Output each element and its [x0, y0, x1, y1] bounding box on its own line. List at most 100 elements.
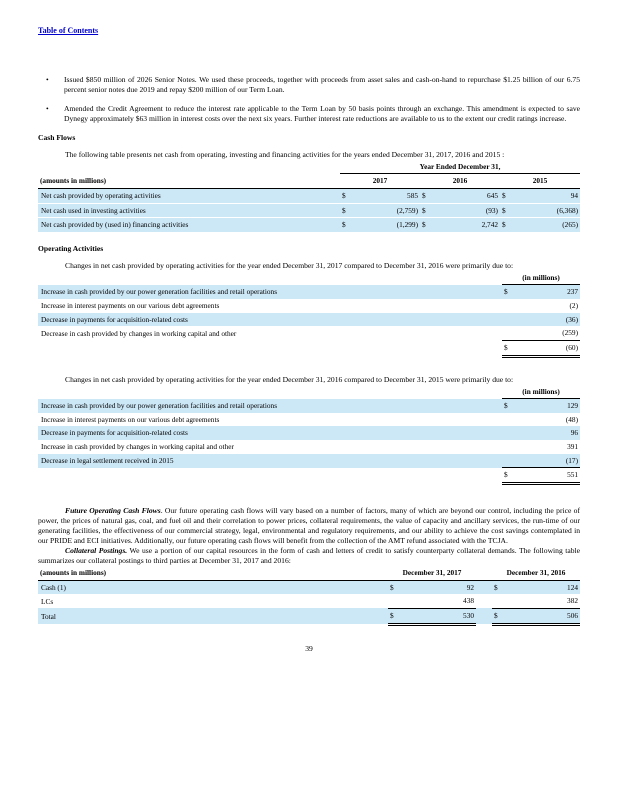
page-number: 39	[305, 643, 313, 653]
currency-symbol: $	[502, 398, 520, 413]
unit-label: (in millions)	[502, 270, 581, 286]
row-label: Net cash provided by (used in) financing…	[38, 217, 340, 232]
gap-cell	[476, 608, 492, 625]
row-label: Increase in interest payments on our var…	[41, 414, 220, 424]
empty-cell	[502, 413, 520, 427]
cash-flows-intro-paragraph: The following table presents net cash fr…	[65, 149, 505, 159]
value-cell: 645	[440, 188, 500, 204]
empty-cell	[38, 340, 502, 356]
changes-2017-table: (in millions) Increase in cash provided …	[38, 270, 581, 358]
table-row-cash: Cash (1) $ 92 $ 124	[38, 580, 580, 595]
row-label: Net cash provided by operating activitie…	[38, 188, 340, 204]
value-cell: 391	[567, 442, 579, 452]
empty-cell	[38, 468, 502, 484]
row-label: Decrease in legal settlement received in…	[38, 453, 502, 468]
year-column-header-2015: 2015	[500, 173, 581, 189]
row-label: Increase in cash provided by our power g…	[38, 284, 502, 300]
document-page: Table of Contents • Issued $850 million …	[38, 26, 581, 653]
value-cell: 237	[520, 284, 581, 300]
value-cell: 2,742	[440, 217, 500, 232]
empty-cell	[502, 326, 520, 340]
total-row: $ 551	[38, 467, 581, 485]
value-cell: (1,299)	[360, 217, 420, 232]
operating-activities-heading: Operating Activities	[38, 243, 104, 253]
empty-cell	[502, 440, 520, 454]
unit-label: (amounts in millions)	[38, 566, 388, 581]
currency-symbol: $	[340, 202, 360, 218]
total-row-label: Total	[38, 608, 388, 625]
value-cell: 438	[463, 596, 474, 606]
bullet-text-credit-agreement: Amended the Credit Agreement to reduce t…	[64, 103, 580, 123]
currency-symbol: $	[502, 467, 520, 485]
table-row-lcs: LCs 438 382	[38, 594, 580, 608]
empty-cell	[38, 160, 340, 174]
unit-label: (in millions)	[502, 384, 581, 400]
bullet-marker: •	[46, 103, 49, 113]
value-cell: 92	[404, 580, 476, 595]
year-column-header-2017: 2017	[340, 173, 420, 189]
value-cell: 382	[567, 596, 578, 606]
row-label: Cash (1)	[38, 580, 388, 595]
value-cell: (2)	[569, 301, 579, 311]
table-row: Decrease in cash provided by changes in …	[38, 326, 580, 340]
toc-link-row: Table of Contents	[38, 26, 580, 37]
total-value-cell: 530	[404, 607, 476, 626]
value-cell: (265)	[520, 217, 581, 232]
value-cell: 129	[520, 398, 581, 413]
value-cell: (36)	[520, 312, 581, 327]
table-row: Decrease in payments for acquisition-rel…	[38, 426, 581, 441]
value-cell: 96	[520, 426, 581, 441]
table-row-operating: Net cash provided by operating activitie…	[38, 188, 581, 204]
value-cell: 585	[360, 188, 420, 204]
table-row: Increase in interest payments on our var…	[38, 299, 580, 313]
row-label: Increase in cash provided by our power g…	[38, 398, 502, 413]
collateral-postings-lead: Collateral Postings.	[65, 546, 128, 555]
value-cell: (6,368)	[520, 202, 581, 218]
row-label: Increase in cash provided by changes in …	[41, 442, 234, 452]
row-label: Increase in interest payments on our var…	[41, 301, 220, 311]
empty-cell	[492, 594, 508, 608]
value-cell: (93)	[440, 202, 500, 218]
column-header-row: (amounts in millions) December 31, 2017 …	[38, 566, 580, 581]
table-row: Increase in cash provided by our power g…	[38, 284, 581, 300]
bullet-marker: •	[46, 74, 49, 84]
empty-cell	[502, 312, 520, 327]
bullet-item: • Issued $850 million of 2026 Senior Not…	[46, 75, 580, 95]
currency-symbol: $	[500, 202, 520, 218]
currency-symbol: $	[420, 217, 440, 232]
unit-label: (amounts in millions)	[38, 173, 340, 189]
table-row: Decrease in legal settlement received in…	[38, 453, 581, 468]
value-cell: (17)	[520, 453, 581, 468]
changes-2016-paragraph: Changes in net cash provided by operatin…	[65, 374, 514, 384]
future-cash-flows-text: . Our future operating cash flows will v…	[38, 505, 580, 545]
value-cell: (48)	[565, 414, 579, 424]
column-header-row: (in millions)	[38, 384, 581, 400]
currency-symbol: $	[502, 339, 520, 358]
currency-symbol: $	[420, 202, 440, 218]
currency-symbol: $	[500, 217, 520, 232]
value-cell: (259)	[562, 328, 579, 338]
changes-2017-paragraph: Changes in net cash provided by operatin…	[65, 260, 514, 270]
total-row: $ (60)	[38, 339, 581, 358]
currency-symbol: $	[340, 188, 360, 204]
empty-cell	[502, 299, 520, 313]
currency-symbol: $	[388, 580, 404, 595]
total-value-cell: 551	[520, 467, 581, 485]
row-label: LCs	[41, 596, 54, 606]
value-cell: (2,759)	[360, 202, 420, 218]
table-of-contents-link[interactable]: Table of Contents	[38, 26, 99, 35]
row-label: Decrease in cash provided by changes in …	[41, 328, 237, 338]
table-row: Decrease in payments for acquisition-rel…	[38, 312, 581, 327]
column-header-row: (in millions)	[38, 270, 581, 286]
empty-cell	[38, 385, 502, 399]
future-cash-flows-paragraph: Future Operating Cash Flows. Our future …	[38, 506, 580, 546]
table-row: Increase in interest payments on our var…	[38, 413, 580, 427]
currency-symbol: $	[340, 217, 360, 232]
empty-cell	[38, 271, 502, 285]
total-value-cell: (60)	[520, 339, 581, 358]
year-column-header-2016: 2016	[420, 173, 500, 189]
table-row: Increase in cash provided by our power g…	[38, 398, 581, 413]
gap-cell	[476, 566, 492, 581]
collateral-postings-text: We use a portion of our capital resource…	[38, 546, 581, 566]
currency-symbol: $	[492, 580, 508, 595]
